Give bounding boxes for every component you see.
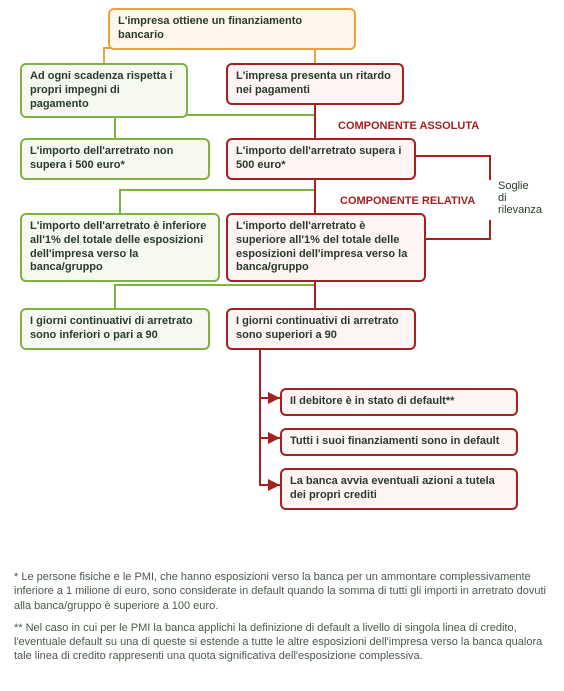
node-root: L'impresa ottiene un finanziamento banca… <box>108 8 356 50</box>
label-componente-relativa: COMPONENTE RELATIVA <box>340 195 475 207</box>
label-componente-assoluta: COMPONENTE ASSOLUTA <box>338 120 479 132</box>
node-text: L'importo dell'arretrato è superiore all… <box>236 220 407 273</box>
label-soglie: Soglie di rilevanza <box>498 180 542 216</box>
node-text: L'impresa ottiene un finanziamento banca… <box>118 15 302 41</box>
node-l1-right: L'impresa presenta un ritardo nei pagame… <box>226 63 404 105</box>
node-text: Il debitore è in stato di default** <box>290 395 454 407</box>
node-l4-left: I giorni continuativi di arretrato sono … <box>20 308 210 350</box>
node-text: L'importo dell'arretrato supera i 500 eu… <box>236 145 401 171</box>
node-text: La banca avvia eventuali azioni a tutela… <box>290 475 495 501</box>
node-l1-left: Ad ogni scadenza rispetta i propri impeg… <box>20 63 188 118</box>
footnote-1: * Le persone fisiche e le PMI, che hanno… <box>14 570 550 613</box>
node-text: L'importo dell'arretrato è inferiore all… <box>30 220 206 273</box>
node-out-2: Tutti i suoi finanziamenti sono in defau… <box>280 428 518 456</box>
node-text: Ad ogni scadenza rispetta i propri impeg… <box>30 70 172 110</box>
node-l3-left: L'importo dell'arretrato è inferiore all… <box>20 213 220 282</box>
label-soglie-1: Soglie <box>498 180 529 192</box>
footnote-2: ** Nel caso in cui per le PMI la banca a… <box>14 621 550 664</box>
node-l3-right: L'importo dell'arretrato è superiore all… <box>226 213 426 282</box>
node-out-1: Il debitore è in stato di default** <box>280 388 518 416</box>
node-text: I giorni continuativi di arretrato sono … <box>30 315 193 341</box>
label-soglie-3: rilevanza <box>498 204 542 216</box>
node-l2-right: L'importo dell'arretrato supera i 500 eu… <box>226 138 416 180</box>
node-out-3: La banca avvia eventuali azioni a tutela… <box>280 468 518 510</box>
footnotes: * Le persone fisiche e le PMI, che hanno… <box>14 570 550 672</box>
flowchart: L'impresa ottiene un finanziamento banca… <box>0 0 564 560</box>
node-text: Tutti i suoi finanziamenti sono in defau… <box>290 435 499 447</box>
label-soglie-2: di <box>498 192 507 204</box>
node-l4-right: I giorni continuativi di arretrato sono … <box>226 308 416 350</box>
node-text: I giorni continuativi di arretrato sono … <box>236 315 399 341</box>
node-text: L'impresa presenta un ritardo nei pagame… <box>236 70 391 96</box>
node-text: L'importo dell'arretrato non supera i 50… <box>30 145 173 171</box>
node-l2-left: L'importo dell'arretrato non supera i 50… <box>20 138 210 180</box>
